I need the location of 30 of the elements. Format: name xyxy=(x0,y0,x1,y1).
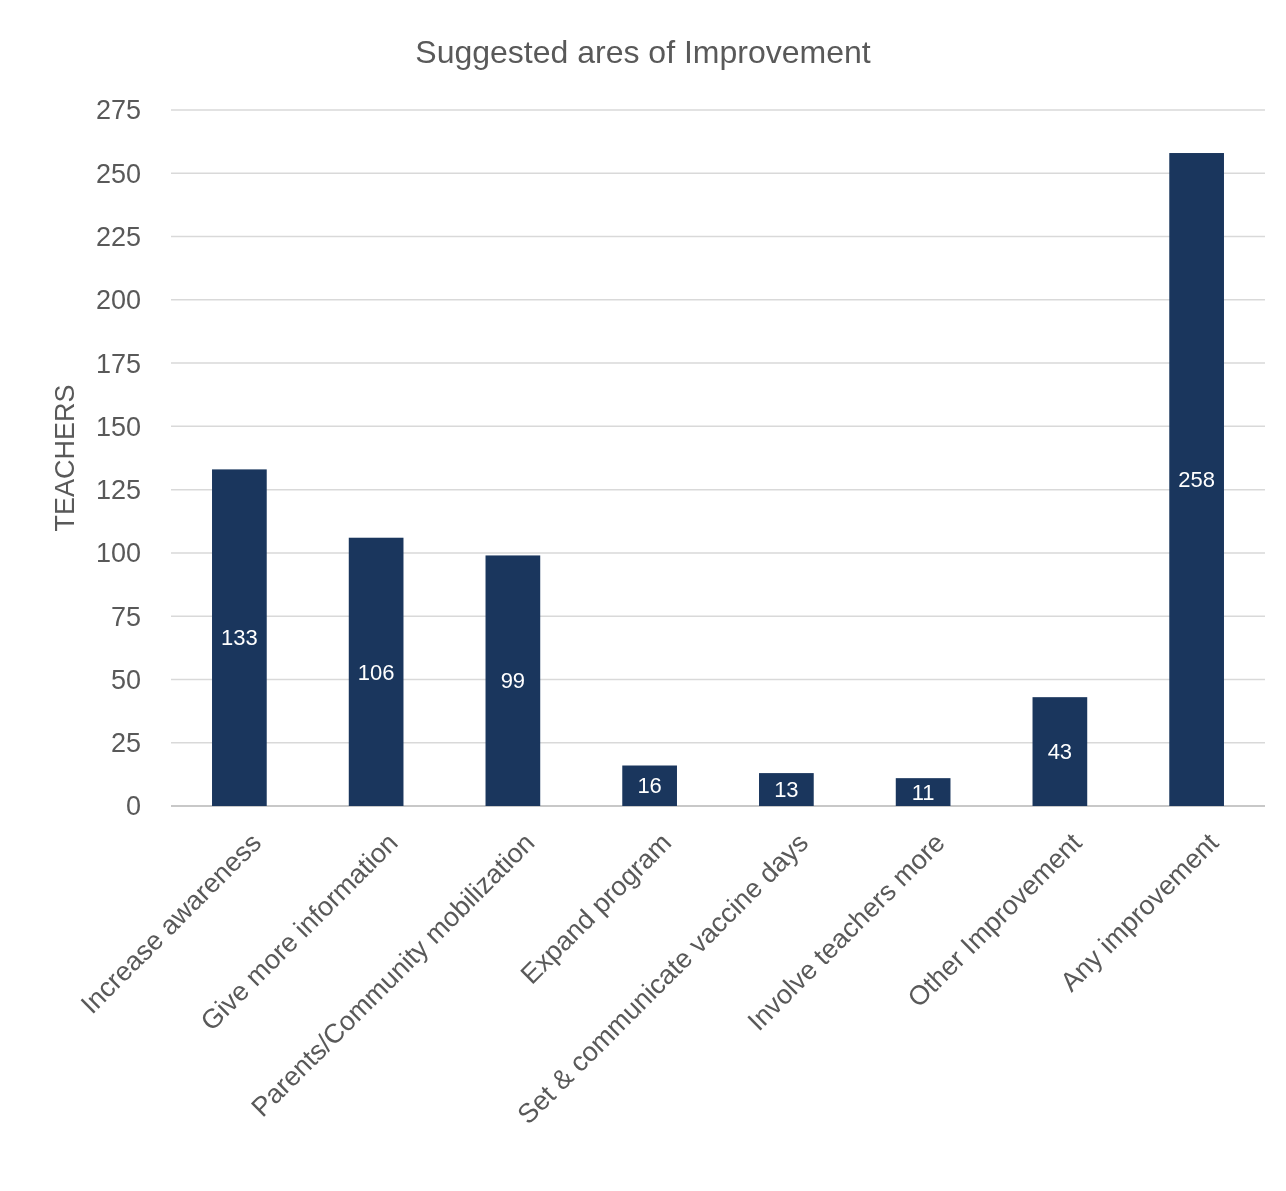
y-tick-label: 75 xyxy=(110,601,141,632)
data-label: 13 xyxy=(774,777,799,803)
bar xyxy=(1169,153,1224,806)
bar xyxy=(1032,697,1088,806)
data-label: 258 xyxy=(1178,467,1215,493)
data-label: 99 xyxy=(500,668,526,694)
data-label: 16 xyxy=(637,773,662,799)
bar xyxy=(212,469,267,806)
y-tick-label: 250 xyxy=(95,158,141,189)
y-axis-title: TEACHERS xyxy=(50,384,80,532)
bar xyxy=(485,555,541,806)
data-label: 106 xyxy=(357,659,395,685)
y-tick-label: 100 xyxy=(95,538,141,569)
y-tick-label: 25 xyxy=(110,728,141,759)
y-tick-label: 125 xyxy=(95,475,141,506)
bar xyxy=(895,778,951,806)
y-tick-label: 150 xyxy=(95,411,141,442)
y-tick-label: 175 xyxy=(95,348,141,379)
y-tick-label: 225 xyxy=(95,222,141,252)
bar xyxy=(759,773,814,806)
data-label: 133 xyxy=(221,625,258,651)
y-tick-label: 200 xyxy=(95,285,141,316)
y-tick-label: 275 xyxy=(95,95,141,126)
y-tick-label: 0 xyxy=(125,791,141,822)
y-tick-label: 50 xyxy=(110,664,141,695)
bar xyxy=(348,537,404,806)
bar xyxy=(622,765,677,806)
chart-title: Suggested ares of Improvement xyxy=(415,34,871,70)
data-label: 43 xyxy=(1047,739,1073,765)
data-label: 11 xyxy=(911,779,935,805)
